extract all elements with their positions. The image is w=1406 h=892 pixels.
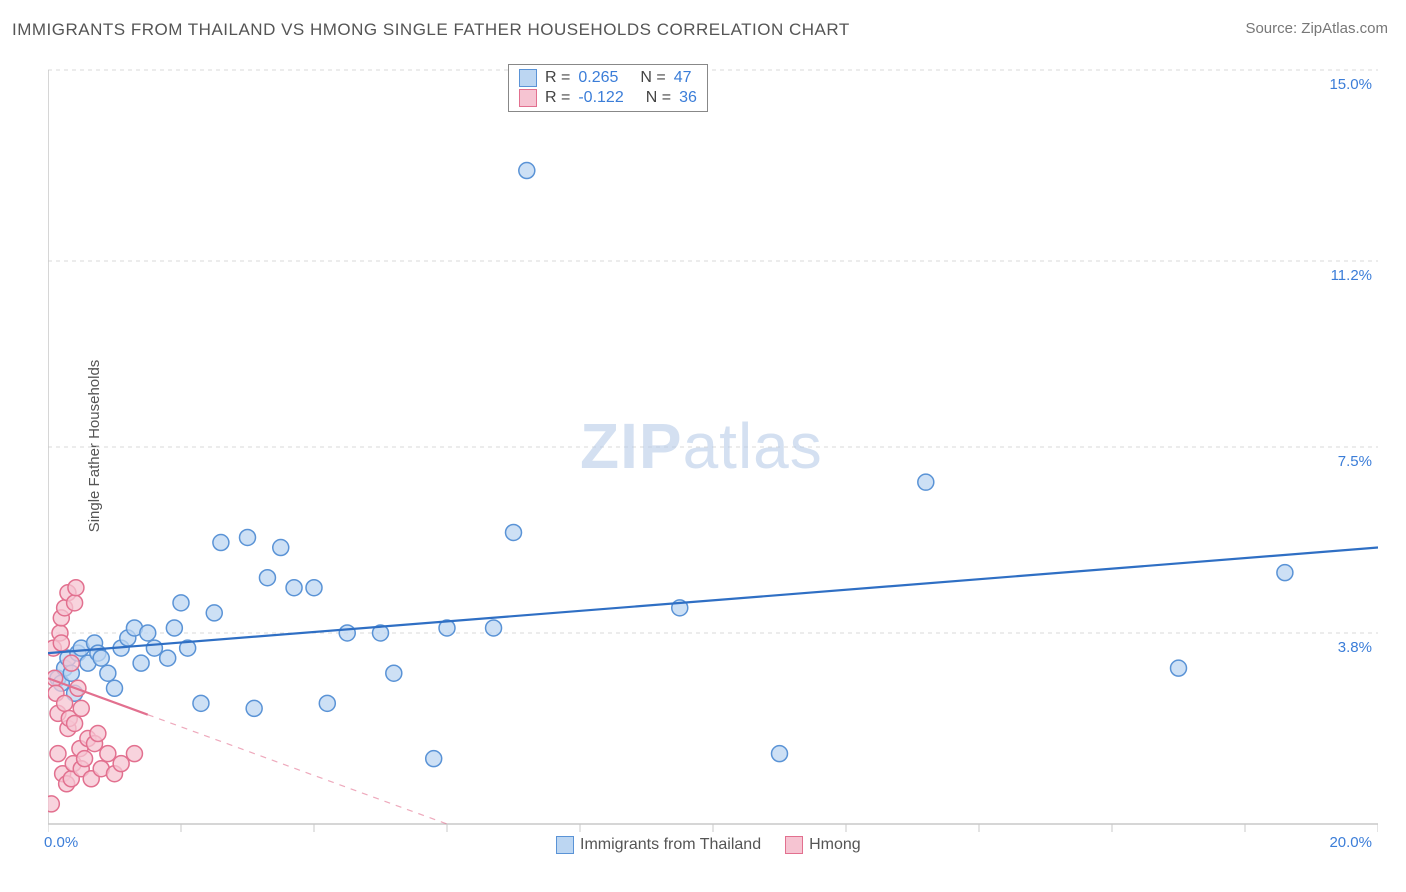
legend-label: Immigrants from Thailand: [580, 836, 761, 853]
legend-r-value: 0.265: [578, 69, 618, 87]
chart-title: IMMIGRANTS FROM THAILAND VS HMONG SINGLE…: [12, 20, 850, 40]
legend-r-label: R =: [545, 69, 570, 87]
source-attribution: Source: ZipAtlas.com: [1245, 20, 1388, 37]
legend-row-hmong: R = -0.122 N = 36: [519, 89, 697, 107]
x-axis-max-label: 20.0%: [1329, 834, 1372, 851]
correlation-legend: R = 0.265 N = 47R = -0.122 N = 36: [508, 64, 708, 112]
legend-item-hmong: Hmong: [785, 836, 861, 854]
legend-swatch: [556, 836, 574, 854]
y-tick-label: 15.0%: [1329, 76, 1372, 93]
y-tick-label: 3.8%: [1338, 639, 1372, 656]
legend-label: Hmong: [809, 836, 861, 853]
legend-swatch: [519, 89, 537, 107]
legend-row-thailand: R = 0.265 N = 47: [519, 69, 697, 87]
scatter-plot: ZIPatlas R = 0.265 N = 47R = -0.122 N = …: [48, 62, 1378, 854]
legend-swatch: [785, 836, 803, 854]
x-axis-min-label: 0.0%: [44, 834, 78, 851]
legend-item-thailand: Immigrants from Thailand: [556, 836, 761, 854]
chart-svg: [48, 62, 1378, 854]
series-legend: Immigrants from Thailand Hmong: [556, 836, 861, 854]
legend-r-label: R =: [545, 89, 570, 107]
legend-n-label: N =: [640, 69, 665, 87]
legend-n-value: 36: [679, 89, 697, 107]
legend-swatch: [519, 69, 537, 87]
legend-n-value: 47: [674, 69, 692, 87]
y-tick-label: 11.2%: [1331, 267, 1372, 284]
legend-n-label: N =: [646, 89, 671, 107]
legend-r-value: -0.122: [578, 89, 623, 107]
y-tick-label: 7.5%: [1338, 453, 1372, 470]
